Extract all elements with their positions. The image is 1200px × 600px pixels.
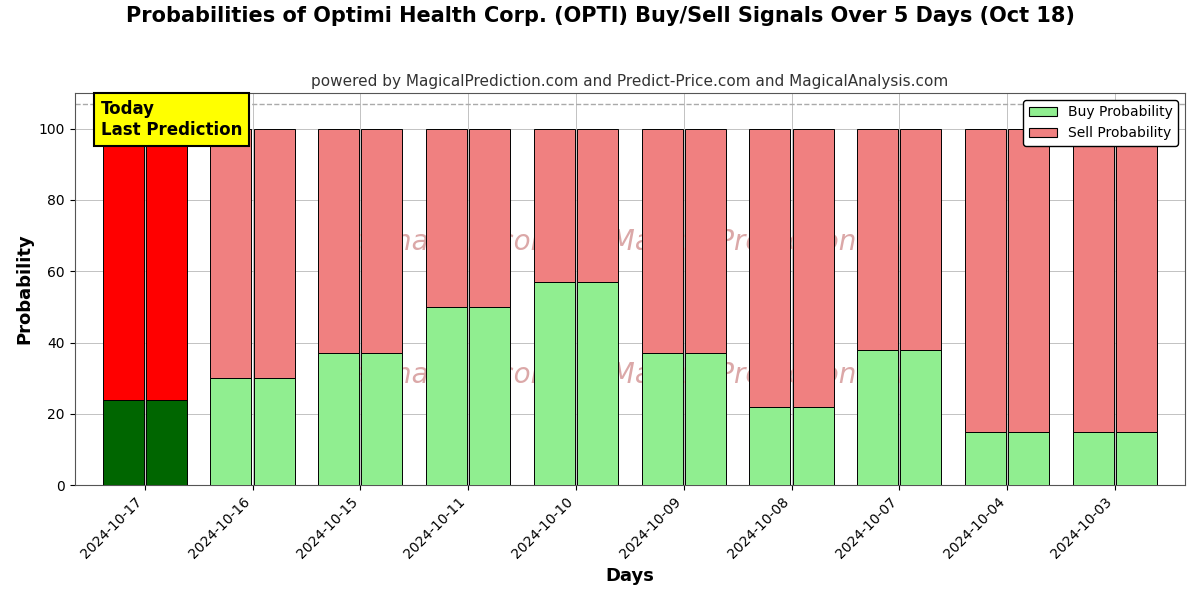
Bar bbox=[426, 128, 467, 307]
Bar bbox=[685, 353, 726, 485]
Bar bbox=[750, 128, 791, 407]
Bar bbox=[469, 307, 510, 485]
Text: Probabilities of Optimi Health Corp. (OPTI) Buy/Sell Signals Over 5 Days (Oct 18: Probabilities of Optimi Health Corp. (OP… bbox=[126, 6, 1074, 26]
Bar bbox=[857, 350, 899, 485]
Bar bbox=[361, 128, 402, 353]
Bar bbox=[1116, 431, 1157, 485]
Y-axis label: Probability: Probability bbox=[16, 233, 34, 344]
Bar bbox=[642, 128, 683, 353]
Bar bbox=[965, 431, 1006, 485]
Bar bbox=[685, 128, 726, 353]
Bar bbox=[900, 128, 941, 350]
Bar bbox=[534, 282, 575, 485]
Text: calAnalysis.com      MagicalPrediction.com: calAnalysis.com MagicalPrediction.com bbox=[335, 228, 924, 256]
Bar bbox=[210, 128, 252, 378]
Bar bbox=[146, 400, 187, 485]
Bar bbox=[1073, 431, 1114, 485]
Bar bbox=[577, 128, 618, 282]
Bar bbox=[103, 128, 144, 400]
Bar bbox=[857, 128, 899, 350]
Bar bbox=[146, 128, 187, 400]
Bar bbox=[1116, 128, 1157, 431]
Bar bbox=[253, 128, 294, 378]
Bar bbox=[1073, 128, 1114, 431]
Text: calAnalysis.com      MagicalPrediction.com: calAnalysis.com MagicalPrediction.com bbox=[335, 361, 924, 389]
Bar bbox=[965, 128, 1006, 431]
Bar bbox=[1008, 431, 1049, 485]
Bar bbox=[793, 128, 834, 407]
Bar bbox=[426, 307, 467, 485]
Bar bbox=[577, 282, 618, 485]
Bar bbox=[253, 378, 294, 485]
Bar bbox=[1008, 128, 1049, 431]
Bar bbox=[534, 128, 575, 282]
Bar bbox=[793, 407, 834, 485]
Bar bbox=[103, 400, 144, 485]
Title: powered by MagicalPrediction.com and Predict-Price.com and MagicalAnalysis.com: powered by MagicalPrediction.com and Pre… bbox=[311, 74, 948, 89]
Bar bbox=[750, 407, 791, 485]
Bar bbox=[900, 350, 941, 485]
Bar bbox=[469, 128, 510, 307]
X-axis label: Days: Days bbox=[605, 567, 654, 585]
Bar bbox=[318, 353, 359, 485]
Bar bbox=[642, 353, 683, 485]
Bar bbox=[210, 378, 252, 485]
Bar bbox=[318, 128, 359, 353]
Legend: Buy Probability, Sell Probability: Buy Probability, Sell Probability bbox=[1024, 100, 1178, 146]
Bar bbox=[361, 353, 402, 485]
Text: Today
Last Prediction: Today Last Prediction bbox=[101, 100, 242, 139]
